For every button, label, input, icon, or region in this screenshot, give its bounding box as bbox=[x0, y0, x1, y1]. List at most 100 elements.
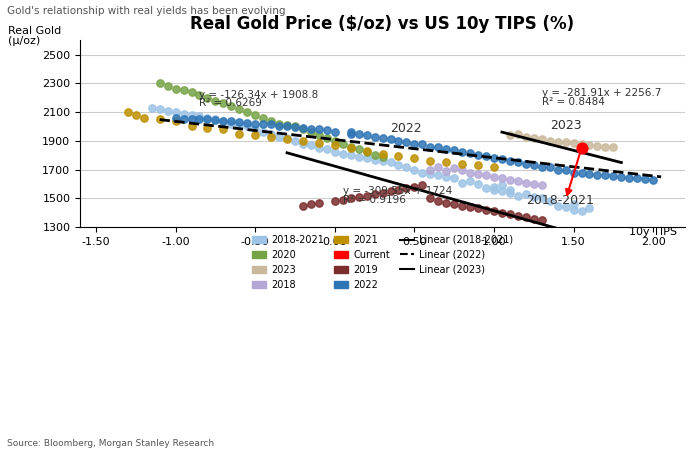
Point bbox=[440, 146, 452, 153]
Point bbox=[536, 182, 547, 189]
Point bbox=[305, 129, 316, 136]
Point bbox=[608, 172, 619, 180]
Point bbox=[409, 166, 420, 173]
Point bbox=[425, 158, 436, 165]
Title: Real Gold Price ($/oz) vs US 10y TIPS (%): Real Gold Price ($/oz) vs US 10y TIPS (%… bbox=[190, 15, 575, 33]
Point bbox=[225, 118, 237, 125]
Point bbox=[536, 195, 547, 202]
Point bbox=[210, 116, 221, 123]
Point bbox=[186, 111, 197, 118]
Point bbox=[528, 161, 540, 168]
Point bbox=[552, 166, 564, 173]
Point bbox=[425, 171, 436, 178]
Point bbox=[250, 111, 261, 118]
Point bbox=[234, 118, 245, 126]
Point bbox=[496, 209, 507, 216]
Point bbox=[480, 172, 491, 179]
Point bbox=[640, 176, 651, 183]
Text: y = -309.55x + 1724: y = -309.55x + 1724 bbox=[343, 186, 452, 196]
Point bbox=[329, 142, 340, 149]
Point bbox=[154, 116, 165, 123]
Point bbox=[393, 137, 404, 144]
Point bbox=[504, 211, 515, 218]
Point bbox=[496, 155, 507, 162]
Point bbox=[218, 117, 229, 124]
Text: (µ/oz): (µ/oz) bbox=[8, 36, 40, 46]
Point bbox=[321, 146, 332, 153]
Point bbox=[568, 140, 579, 147]
Point bbox=[281, 123, 293, 130]
Point bbox=[401, 185, 412, 192]
Point bbox=[576, 141, 587, 148]
Point bbox=[552, 138, 564, 145]
Point bbox=[234, 106, 245, 113]
Point bbox=[281, 136, 293, 143]
Point bbox=[552, 202, 564, 209]
Point bbox=[456, 202, 468, 209]
Point bbox=[393, 162, 404, 169]
Point bbox=[473, 171, 484, 178]
Point bbox=[274, 122, 285, 129]
Point bbox=[560, 139, 571, 146]
Point bbox=[170, 117, 181, 124]
Point bbox=[202, 116, 213, 123]
Point bbox=[329, 198, 340, 205]
Point bbox=[265, 133, 276, 140]
Point bbox=[433, 144, 444, 151]
Point bbox=[186, 88, 197, 95]
Point bbox=[456, 149, 468, 156]
Point bbox=[170, 86, 181, 93]
Point bbox=[528, 194, 540, 201]
Point bbox=[496, 188, 507, 195]
Point bbox=[369, 152, 380, 159]
Point bbox=[409, 183, 420, 190]
Point bbox=[520, 213, 531, 220]
Point bbox=[489, 186, 500, 194]
Point bbox=[440, 167, 452, 175]
Point bbox=[218, 100, 229, 107]
Point bbox=[353, 146, 364, 153]
Point bbox=[369, 156, 380, 163]
Point bbox=[416, 169, 428, 176]
Point bbox=[560, 167, 571, 174]
Point bbox=[449, 147, 460, 154]
Point bbox=[194, 91, 205, 99]
Point bbox=[600, 172, 611, 179]
Text: R² = 0.9196: R² = 0.9196 bbox=[343, 195, 405, 205]
Point bbox=[281, 122, 293, 129]
Point bbox=[536, 216, 547, 224]
Point bbox=[528, 180, 540, 188]
Point bbox=[353, 194, 364, 201]
Point bbox=[584, 171, 595, 178]
Point bbox=[496, 182, 507, 189]
Point bbox=[616, 173, 627, 180]
Text: Gold's relationship with real yields has been evolving: Gold's relationship with real yields has… bbox=[7, 5, 286, 15]
Point bbox=[178, 110, 189, 117]
Point bbox=[122, 108, 134, 116]
Point bbox=[345, 130, 356, 137]
Point bbox=[401, 163, 412, 171]
Point bbox=[536, 136, 547, 143]
Point bbox=[440, 199, 452, 207]
Point bbox=[353, 153, 364, 160]
Point bbox=[314, 131, 325, 139]
Point bbox=[202, 94, 213, 101]
Point bbox=[592, 171, 603, 178]
Point bbox=[512, 158, 524, 165]
Point bbox=[162, 107, 174, 114]
Point bbox=[393, 186, 404, 194]
Point bbox=[234, 122, 245, 129]
Point bbox=[314, 199, 325, 207]
Point bbox=[298, 137, 309, 144]
Point bbox=[440, 173, 452, 180]
Point bbox=[234, 130, 245, 137]
Point bbox=[314, 140, 325, 147]
Point bbox=[329, 137, 340, 144]
Point bbox=[449, 165, 460, 172]
Point bbox=[265, 117, 276, 124]
Text: 2023: 2023 bbox=[550, 119, 581, 132]
Point bbox=[241, 119, 253, 126]
Point bbox=[409, 154, 420, 162]
Point bbox=[440, 159, 452, 166]
Text: Source: Bloomberg, Morgan Stanley Research: Source: Bloomberg, Morgan Stanley Resear… bbox=[7, 438, 214, 447]
